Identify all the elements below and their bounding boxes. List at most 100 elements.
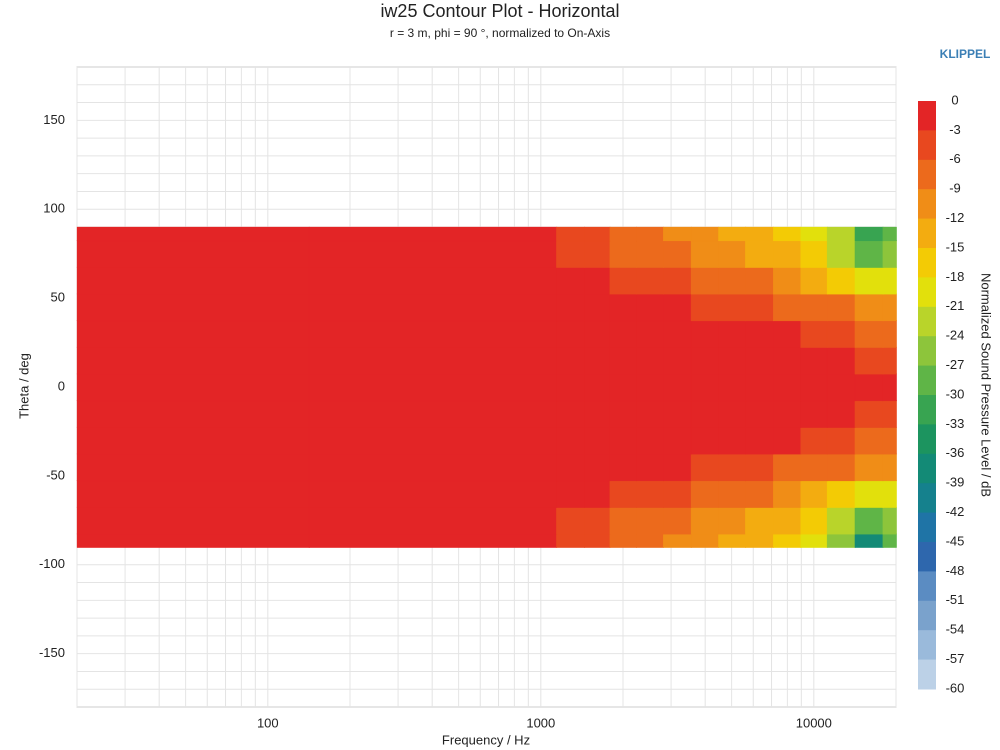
contour-cell bbox=[690, 400, 720, 428]
colorbar-tick-label: -42 bbox=[946, 504, 965, 519]
contour-cell bbox=[773, 506, 802, 535]
contour-cell bbox=[882, 266, 897, 295]
contour-cell bbox=[609, 373, 637, 402]
contour-cell bbox=[584, 320, 611, 348]
contour-cell bbox=[308, 426, 558, 455]
contour-cell bbox=[745, 266, 774, 295]
contour-cell bbox=[718, 266, 747, 295]
contour-cell bbox=[882, 320, 897, 348]
contour-cell bbox=[854, 400, 884, 428]
contour-cell bbox=[882, 293, 897, 322]
y-tick-label: 50 bbox=[51, 290, 65, 305]
contour-cell bbox=[76, 240, 310, 268]
contour-cell bbox=[800, 266, 828, 295]
colorbar-band bbox=[918, 512, 936, 543]
contour-cell bbox=[636, 506, 664, 535]
colorbar-tick-label: -30 bbox=[946, 386, 965, 401]
colorbar-label: Normalized Sound Pressure Level / dB bbox=[979, 273, 994, 497]
contour-cell bbox=[556, 506, 585, 535]
contour-cell bbox=[584, 226, 611, 242]
contour-cell bbox=[826, 400, 856, 428]
contour-cell bbox=[76, 346, 310, 375]
contour-cell bbox=[882, 426, 897, 455]
contour-cell bbox=[690, 533, 720, 548]
contour-cell bbox=[663, 293, 692, 322]
contour-cell bbox=[76, 266, 310, 295]
colorbar-tick-label: -21 bbox=[946, 298, 965, 313]
contour-cell bbox=[609, 533, 637, 548]
contour-cell bbox=[882, 453, 897, 482]
contour-cell bbox=[773, 226, 802, 242]
contour-cell bbox=[800, 346, 828, 375]
contour-cell bbox=[773, 240, 802, 268]
contour-cell bbox=[773, 453, 802, 482]
colorbar-band bbox=[918, 365, 936, 396]
contour-cell bbox=[663, 533, 692, 548]
contour-cell bbox=[773, 266, 802, 295]
contour-cell bbox=[826, 480, 856, 508]
contour-cell bbox=[854, 506, 884, 535]
contour-cell bbox=[636, 373, 664, 402]
contour-cell bbox=[745, 320, 774, 348]
contour-cell bbox=[745, 373, 774, 402]
contour-cell bbox=[826, 453, 856, 482]
contour-cell bbox=[76, 373, 310, 402]
contour-cell bbox=[690, 453, 720, 482]
contour-cell bbox=[800, 400, 828, 428]
contour-cell bbox=[745, 226, 774, 242]
x-tick-label: 10000 bbox=[796, 715, 832, 730]
contour-cell bbox=[826, 240, 856, 268]
colorbar-band bbox=[918, 483, 936, 514]
contour-cell bbox=[584, 453, 611, 482]
y-tick-label: -50 bbox=[46, 467, 65, 482]
contour-cell bbox=[76, 400, 310, 428]
contour-cell bbox=[556, 533, 585, 548]
contour-cell bbox=[854, 293, 884, 322]
y-tick-label: 150 bbox=[43, 112, 65, 127]
contour-cell bbox=[556, 240, 585, 268]
contour-cell bbox=[800, 480, 828, 508]
contour-cell bbox=[800, 293, 828, 322]
contour-cell bbox=[800, 506, 828, 535]
contour-cell bbox=[773, 293, 802, 322]
colorbar-tick-label: -27 bbox=[946, 357, 965, 372]
contour-cell bbox=[826, 226, 856, 242]
contour-cell bbox=[826, 533, 856, 548]
contour-cell bbox=[800, 240, 828, 268]
contour-cell bbox=[826, 266, 856, 295]
colorbar-tick-label: -9 bbox=[949, 181, 961, 196]
contour-cell bbox=[773, 346, 802, 375]
contour-cell bbox=[609, 320, 637, 348]
colorbar-tick-label: -6 bbox=[949, 151, 961, 166]
contour-cell bbox=[636, 266, 664, 295]
contour-cell bbox=[882, 373, 897, 402]
contour-cell bbox=[690, 226, 720, 242]
colorbar-band bbox=[918, 542, 936, 572]
contour-cell bbox=[609, 480, 637, 508]
contour-cell bbox=[882, 346, 897, 375]
contour-cell bbox=[690, 373, 720, 402]
contour-cell bbox=[826, 506, 856, 535]
contour-cell bbox=[76, 320, 310, 348]
x-axis-label: Frequency / Hz bbox=[442, 732, 530, 747]
colorbar-band bbox=[918, 159, 936, 190]
colorbar-band bbox=[918, 306, 936, 337]
contour-cell bbox=[690, 293, 720, 322]
contour-cell bbox=[663, 226, 692, 242]
contour-cell bbox=[584, 533, 611, 548]
y-tick-label: -150 bbox=[39, 645, 65, 660]
colorbar-band bbox=[918, 453, 936, 484]
y-tick-label: -100 bbox=[39, 556, 65, 571]
contour-cell bbox=[663, 240, 692, 268]
contour-cell bbox=[76, 480, 310, 508]
contour-cell bbox=[556, 293, 585, 322]
contour-cell bbox=[308, 453, 558, 482]
contour-cell bbox=[308, 400, 558, 428]
contour-cell bbox=[556, 226, 585, 242]
colorbar-band bbox=[918, 336, 936, 367]
contour-cell bbox=[308, 240, 558, 268]
contour-cell bbox=[584, 266, 611, 295]
contour-cell bbox=[854, 426, 884, 455]
contour-cell bbox=[609, 226, 637, 242]
colorbar-tick-label: -33 bbox=[946, 416, 965, 431]
